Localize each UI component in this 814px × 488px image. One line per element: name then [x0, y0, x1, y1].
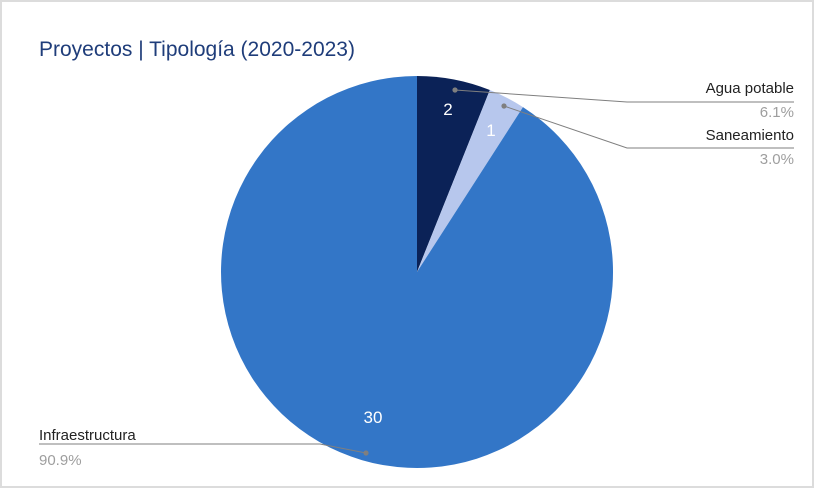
slice-percent-label: 6.1%	[760, 104, 794, 121]
leader-dot	[363, 450, 369, 456]
leader-line	[39, 443, 367, 454]
slice-percent-label: 3.0%	[760, 151, 794, 168]
slice-category-label: Saneamiento	[706, 127, 794, 144]
slice-value-label: 1	[486, 121, 495, 140]
slice-category-label: Infraestructura	[39, 427, 136, 444]
pie-slice-saneamiento	[417, 90, 523, 272]
slice-category-label: Agua potable	[706, 80, 794, 97]
leader-dot	[501, 103, 507, 109]
pie-slice-infraestructura	[221, 76, 614, 468]
chart-title: Proyectos | Tipología (2020-2023)	[39, 38, 355, 61]
pie-slice-agua-potable	[417, 75, 490, 272]
slice-value-label: 2	[443, 100, 452, 119]
slice-value-label: 30	[364, 408, 383, 427]
leader-line	[503, 105, 794, 149]
slice-percent-label: 90.9%	[39, 452, 82, 469]
leader-dot	[452, 87, 458, 93]
leader-line	[454, 89, 794, 103]
